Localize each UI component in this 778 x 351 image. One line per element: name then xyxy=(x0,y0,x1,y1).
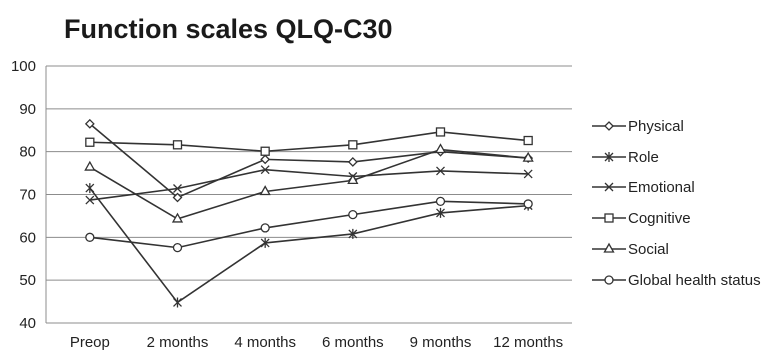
data-point-star xyxy=(436,207,445,218)
legend-label: Physical xyxy=(628,118,684,135)
data-point-square xyxy=(172,140,183,150)
series-emotional xyxy=(85,165,533,205)
data-point-star xyxy=(85,183,95,194)
data-point-circle xyxy=(523,199,533,209)
series-physical xyxy=(84,118,534,203)
legend-label: Cognitive xyxy=(628,210,691,227)
data-point-triangle xyxy=(347,174,359,185)
data-point-star xyxy=(260,237,270,248)
data-point-triangle xyxy=(522,151,534,162)
x-tick-label: 9 months xyxy=(410,334,472,351)
y-tick-label: 70 xyxy=(19,187,36,204)
series-line xyxy=(89,187,529,304)
data-point-diamond xyxy=(172,192,183,203)
x-tick-label: 2 months xyxy=(147,334,209,351)
data-point-triangle xyxy=(259,185,271,196)
y-tick-label: 40 xyxy=(19,315,36,332)
data-point-x xyxy=(173,184,182,193)
legend-label: Emotional xyxy=(628,179,695,196)
series-global-health-status xyxy=(85,196,533,253)
legend-item: Cognitive xyxy=(592,210,691,227)
x-tick-label: Preop xyxy=(70,334,110,351)
data-point-triangle xyxy=(84,160,96,171)
series-cognitive xyxy=(85,127,533,156)
x-tick-label: 6 months xyxy=(322,334,384,351)
legend-label: Role xyxy=(628,149,659,166)
series-line xyxy=(89,148,529,220)
series-line xyxy=(89,168,529,201)
y-tick-label: 60 xyxy=(19,229,36,246)
data-point-triangle xyxy=(434,143,447,154)
x-axis-tick-labels: Preop 2 months 4 months 6 months 9 months 12 … xyxy=(70,334,563,351)
legend-item: Emotional xyxy=(592,179,695,196)
data-point-triangle xyxy=(603,242,615,253)
data-point-square xyxy=(260,146,270,156)
data-point-square xyxy=(435,127,446,137)
y-tick-label: 100 xyxy=(11,58,36,75)
data-point-star xyxy=(604,152,614,162)
data-point-diamond xyxy=(260,154,271,165)
series-line xyxy=(89,200,529,249)
x-tick-label: 4 months xyxy=(234,334,296,351)
data-point-circle xyxy=(172,242,183,253)
legend-item: Social xyxy=(592,241,669,258)
data-point-diamond xyxy=(347,157,358,167)
gridlines xyxy=(45,65,572,324)
data-point-diamond xyxy=(84,118,95,129)
data-point-circle xyxy=(604,275,614,285)
data-point-x xyxy=(436,166,445,176)
data-point-x xyxy=(85,195,95,205)
series-social xyxy=(84,143,534,223)
data-point-triangle xyxy=(171,212,184,223)
data-point-square xyxy=(523,135,533,146)
legend-label: Social xyxy=(628,241,669,258)
data-point-circle xyxy=(348,209,358,220)
data-point-x xyxy=(604,182,614,192)
x-tick-label: 12 months xyxy=(493,334,563,351)
legend-item: Physical xyxy=(592,118,684,135)
data-point-circle xyxy=(260,223,270,233)
data-point-circle xyxy=(435,196,446,207)
series-line xyxy=(89,131,529,153)
data-point-circle xyxy=(85,232,95,242)
legend-label: Global health status xyxy=(628,272,761,289)
y-tick-label: 90 xyxy=(19,101,36,118)
data-point-star xyxy=(173,297,182,308)
series-line xyxy=(89,123,529,199)
y-tick-label: 80 xyxy=(19,144,36,161)
y-tick-label: 50 xyxy=(19,272,36,289)
y-axis-tick-labels: 100 90 80 70 60 50 40 xyxy=(11,58,36,332)
legend-item: Role xyxy=(592,149,659,166)
data-point-square xyxy=(85,137,95,147)
data-point-square xyxy=(604,213,614,223)
data-point-square xyxy=(348,140,358,150)
chart-title: Function scales QLQ-C30 xyxy=(64,14,393,44)
data-point-x xyxy=(260,165,270,175)
series-lines xyxy=(84,118,534,308)
legend: Physical Role Emotional Cognitive Social Glob… xyxy=(592,118,761,289)
data-point-x xyxy=(523,169,533,179)
data-point-diamond xyxy=(604,121,614,131)
data-point-star xyxy=(348,228,358,239)
legend-item: Global health status xyxy=(592,272,761,289)
